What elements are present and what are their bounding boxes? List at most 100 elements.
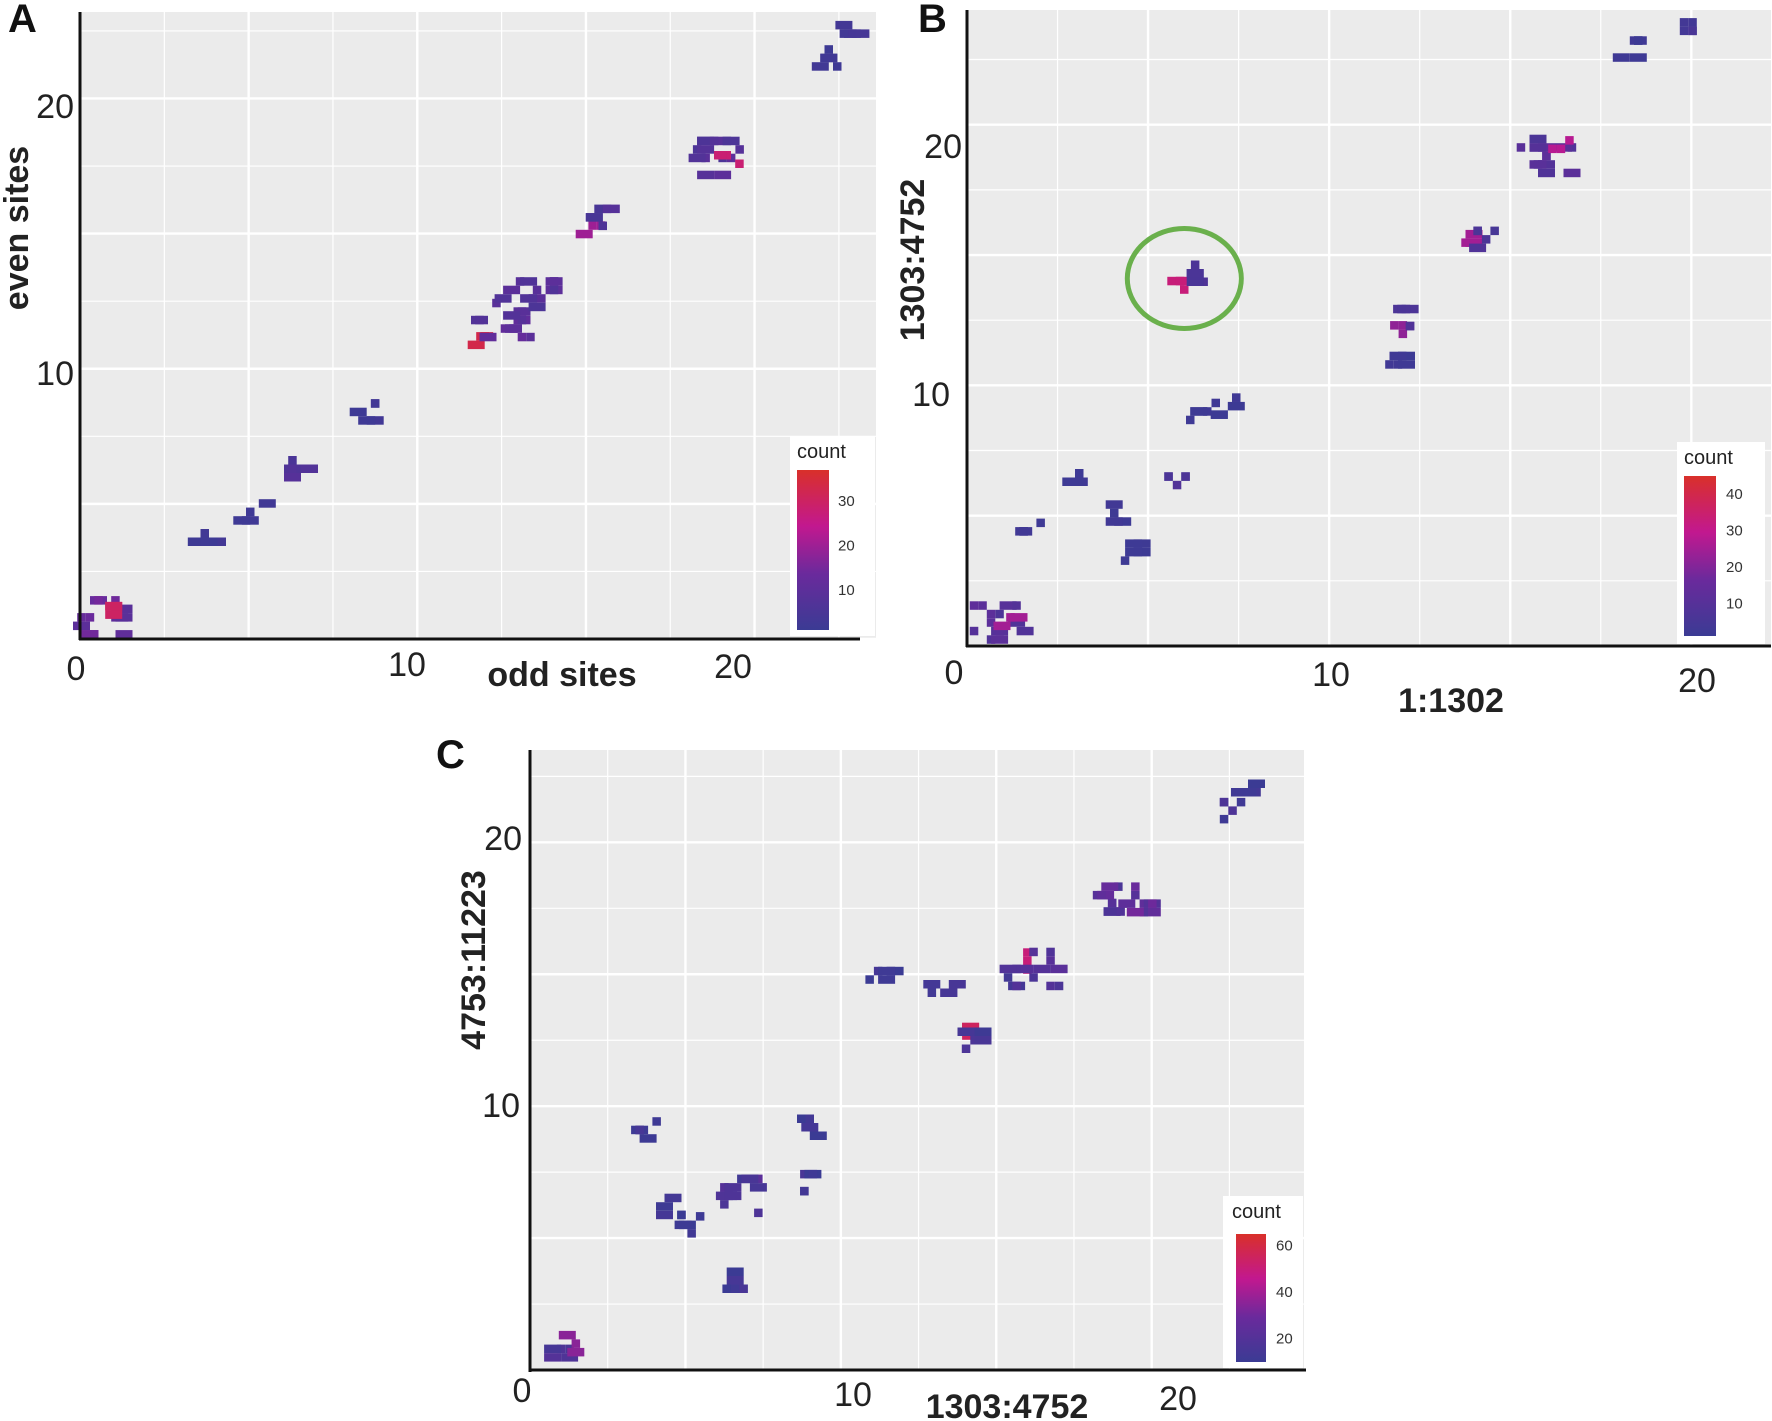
heatmap-tile xyxy=(1473,226,1482,236)
heatmap-tile xyxy=(503,285,521,295)
heatmap-tile xyxy=(602,204,620,214)
heatmap-tile xyxy=(720,1183,729,1192)
heatmap-tile xyxy=(927,988,937,997)
heatmap-tile xyxy=(1529,134,1547,144)
heatmap-tile xyxy=(1390,321,1399,330)
heatmap-tile xyxy=(1186,415,1195,425)
heatmap-tile xyxy=(805,1114,814,1123)
panel-a-y-tick-label: 20 xyxy=(36,88,74,126)
heatmap-tile xyxy=(1679,18,1689,27)
heatmap-tile xyxy=(986,609,996,619)
heatmap-tile xyxy=(1688,26,1697,36)
heatmap-tile xyxy=(1490,226,1499,236)
panel-b-y-tick-label: 20 xyxy=(924,128,962,166)
heatmap-tile xyxy=(567,1347,585,1357)
panel-c-legend-tick: 40 xyxy=(1276,1284,1293,1301)
heatmap-tile xyxy=(1219,814,1229,824)
heatmap-tile xyxy=(1131,890,1140,900)
panel-b-x-axis-title: 1:1302 xyxy=(1398,682,1504,720)
heatmap-tile xyxy=(1075,469,1084,478)
heatmap-tile xyxy=(1023,956,1032,966)
panel-c: 0 10 20 10 20 1303:4752 4753:11223 C cou… xyxy=(436,733,1306,1421)
heatmap-tile xyxy=(561,1353,579,1362)
heatmap-tile xyxy=(809,1131,827,1140)
heatmap-tile xyxy=(1016,626,1034,636)
heatmap-tile xyxy=(1236,797,1246,807)
heatmap-tile xyxy=(1556,144,1566,154)
heatmap-tile xyxy=(467,340,485,350)
panel-b-x-tick-label: 0 xyxy=(945,654,964,692)
panel-b-legend-tick: 30 xyxy=(1726,523,1743,540)
heatmap-tile xyxy=(520,294,538,303)
heatmap-tile xyxy=(687,1229,696,1238)
heatmap-tile xyxy=(687,1220,696,1230)
heatmap-tile xyxy=(115,630,133,639)
heatmap-tile xyxy=(1516,143,1526,152)
heatmap-tile xyxy=(1210,410,1228,419)
heatmap-tile xyxy=(739,1284,748,1293)
heatmap-tile xyxy=(688,153,706,163)
panel-c-legend-tick: 20 xyxy=(1276,1331,1293,1348)
panel-b-y-axis-title: 1303:4752 xyxy=(894,179,932,342)
heatmap-tile xyxy=(724,1183,742,1192)
heatmap-tile xyxy=(1046,956,1055,965)
heatmap-tile xyxy=(288,464,297,473)
heatmap-tile xyxy=(115,613,133,622)
heatmap-tile xyxy=(1016,964,1034,974)
heatmap-tile xyxy=(674,1220,692,1230)
heatmap-tile xyxy=(726,1267,744,1276)
panel-a-legend-title: count xyxy=(797,441,846,463)
panel-c-x-tick-label: 20 xyxy=(1159,1380,1197,1418)
heatmap-tile xyxy=(515,277,525,286)
heatmap-tile xyxy=(701,153,710,163)
heatmap-tile xyxy=(1190,260,1200,269)
heatmap-tile xyxy=(284,473,301,482)
heatmap-tile xyxy=(718,151,727,160)
heatmap-tile xyxy=(520,277,538,286)
panel-a-legend: count 10 20 30 xyxy=(790,436,875,636)
panel-c-letter: C xyxy=(436,733,465,777)
heatmap-tile xyxy=(1385,360,1394,369)
heatmap-tile xyxy=(1029,973,1038,982)
heatmap-tile xyxy=(517,315,527,325)
panel-b-highlight-circle xyxy=(1124,226,1244,331)
heatmap-tile xyxy=(697,170,715,180)
heatmap-tile xyxy=(726,153,736,163)
panel-c-legend: count 20 40 60 xyxy=(1223,1196,1303,1368)
heatmap-tile xyxy=(1023,948,1032,957)
heatmap-tile xyxy=(1029,947,1038,957)
heatmap-tile xyxy=(677,1210,686,1220)
heatmap-tile xyxy=(722,136,740,146)
heatmap-tile xyxy=(1186,269,1204,278)
panel-b-colorbar xyxy=(1684,476,1716,636)
heatmap-tile xyxy=(370,399,380,408)
panel-a-y-axis-title: even sites xyxy=(0,146,36,310)
heatmap-tile xyxy=(1181,472,1190,481)
heatmap-tile xyxy=(999,601,1017,610)
panel-a-x-axis-title: odd sites xyxy=(487,656,636,694)
heatmap-tile xyxy=(598,221,607,231)
heatmap-tile xyxy=(575,229,593,239)
heatmap-tile xyxy=(1046,981,1055,991)
heatmap-tile xyxy=(1461,238,1470,247)
panel-b-legend-tick: 20 xyxy=(1726,559,1743,576)
heatmap-tile xyxy=(1398,329,1408,339)
heatmap-tile xyxy=(961,1044,971,1053)
panel-b-legend-title: count xyxy=(1684,447,1733,469)
heatmap-tile xyxy=(526,332,535,342)
heatmap-tile xyxy=(1114,882,1123,891)
heatmap-tile xyxy=(811,62,829,71)
heatmap-tile xyxy=(1008,618,1026,627)
heatmap-tile xyxy=(1164,472,1173,481)
heatmap-tile xyxy=(1397,304,1406,314)
heatmap-tile xyxy=(878,975,896,984)
panel-a-x-tick-label: 0 xyxy=(67,650,86,688)
panel-b-plot-background xyxy=(967,10,1771,646)
heatmap-tile xyxy=(1012,981,1021,991)
heatmap-tile xyxy=(639,1134,657,1143)
heatmap-tile xyxy=(1634,36,1643,45)
heatmap-tile xyxy=(999,964,1017,974)
heatmap-tile xyxy=(852,29,870,38)
heatmap-tile xyxy=(1219,797,1229,807)
heatmap-tile xyxy=(1012,601,1021,610)
